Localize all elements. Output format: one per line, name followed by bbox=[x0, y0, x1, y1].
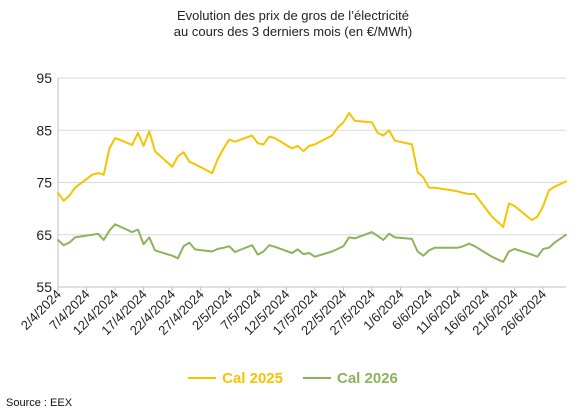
legend-swatch bbox=[188, 377, 217, 379]
y-tick-label: 55 bbox=[36, 279, 52, 295]
y-tick-label: 75 bbox=[36, 175, 52, 191]
legend-item-cal-2025: Cal 2025 bbox=[188, 370, 283, 387]
y-tick-label: 65 bbox=[36, 227, 52, 243]
source-note: Source : EEX bbox=[6, 397, 73, 409]
legend-label: Cal 2025 bbox=[222, 369, 283, 387]
legend-item-cal-2026: Cal 2026 bbox=[303, 370, 398, 387]
chart-title: Evolution des prix de gros de l’électric… bbox=[0, 8, 586, 40]
series-line-cal-2026 bbox=[57, 223, 567, 263]
legend-swatch bbox=[303, 377, 331, 379]
chart-title-line2: au cours des 3 derniers mois (en €/MWh) bbox=[173, 24, 413, 39]
legend: Cal 2025 Cal 2026 bbox=[0, 366, 586, 387]
y-tick-label: 95 bbox=[36, 70, 52, 86]
y-tick-label: 85 bbox=[36, 122, 52, 138]
series-line-cal-2025 bbox=[57, 112, 567, 228]
chart-title-line1: Evolution des prix de gros de l’électric… bbox=[177, 8, 409, 23]
legend-label: Cal 2026 bbox=[337, 369, 398, 387]
